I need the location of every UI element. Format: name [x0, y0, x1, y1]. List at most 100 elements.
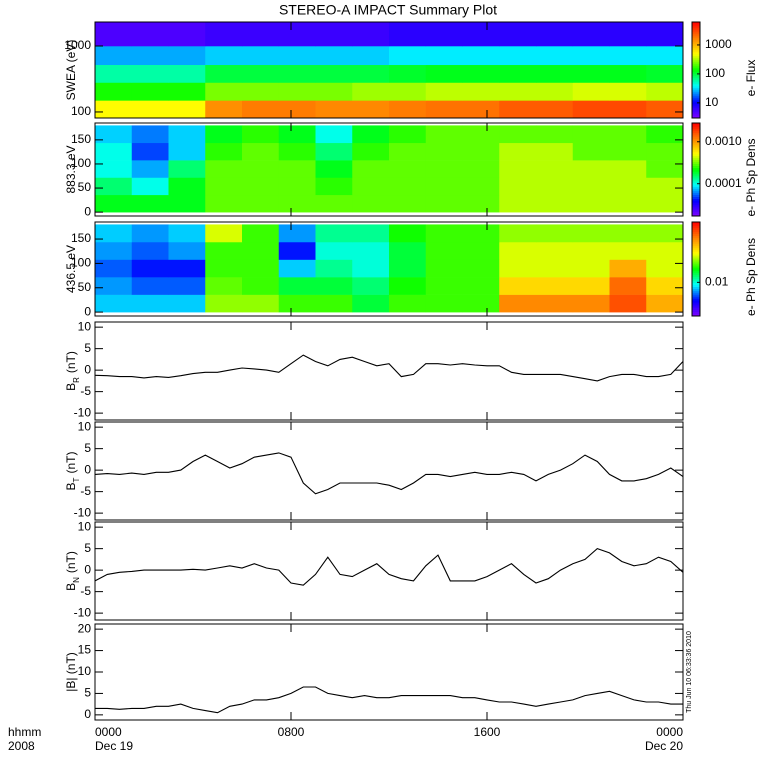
colorbar-swatch — [692, 247, 700, 250]
heatmap-cell — [536, 177, 574, 196]
heatmap-cell — [572, 177, 610, 196]
heatmap-cell — [536, 277, 574, 295]
colorbar-swatch — [692, 204, 700, 207]
colorbar-swatch — [692, 302, 700, 305]
heatmap-cell — [315, 277, 353, 295]
heatmap-cell — [389, 82, 427, 101]
colorbar-swatch — [692, 32, 700, 35]
colorbar-swatch — [692, 68, 700, 71]
panel-frame — [94, 421, 684, 521]
heatmap-cell — [205, 22, 243, 47]
colorbar-swatch — [692, 169, 700, 172]
y-axis-label-main: SWEA (eV) — [64, 40, 78, 101]
heatmap-cell — [572, 194, 610, 213]
colorbar-swatch — [692, 152, 700, 155]
y-tick-label: 5 — [84, 686, 91, 700]
colorbar-swatch — [692, 222, 700, 225]
heatmap-cell — [315, 241, 353, 260]
y-tick-label: -10 — [74, 405, 92, 419]
heatmap-cell — [352, 259, 390, 278]
heatmap-cell — [646, 177, 684, 196]
heatmap-cell — [205, 142, 243, 161]
heatmap-cell — [425, 160, 463, 178]
heatmap-cell — [278, 100, 316, 119]
colorbar-swatch — [692, 38, 700, 41]
colorbar-swatch — [692, 314, 700, 317]
colorbar-swatch — [692, 36, 700, 39]
date-label: Dec 20 — [645, 739, 683, 753]
heatmap-cell — [536, 22, 574, 47]
heatmap-cell — [315, 22, 353, 47]
y-axis-label: BR (nT) — [64, 351, 80, 391]
y-tick-label: 10 — [78, 419, 92, 433]
heatmap-cell — [646, 259, 684, 278]
heatmap-cell — [389, 294, 427, 313]
colorbar-swatch — [692, 48, 700, 51]
colorbar-swatch — [692, 288, 700, 291]
heatmap-cell — [168, 82, 206, 101]
colorbar-swatch — [692, 114, 700, 117]
heatmap-cell — [95, 160, 133, 178]
heatmap-cell — [95, 194, 133, 213]
heatmap-cell — [352, 100, 390, 119]
y-axis-label-main: B — [64, 482, 78, 490]
colorbar-swatch — [692, 198, 700, 201]
y-tick-label: 100 — [71, 256, 91, 270]
heatmap-cell — [242, 64, 280, 83]
y-axis-label-unit: (nT) — [64, 351, 78, 373]
colorbar-swatch — [692, 157, 700, 161]
heatmap-cell — [425, 100, 463, 119]
colorbar-swatch — [692, 186, 700, 190]
heatmap-cell — [95, 294, 133, 313]
heatmap-cell — [352, 125, 390, 144]
y-axis-label-main: B — [64, 583, 78, 591]
y-axis-label-main: 883.3 eV — [64, 145, 78, 193]
colorbar-swatch — [692, 241, 700, 244]
heatmap-cell — [536, 160, 574, 178]
colorbar-swatch — [692, 124, 700, 128]
colorbar-swatch — [692, 300, 700, 303]
heatmap-cell — [499, 82, 537, 101]
x-tick-label: 0800 — [278, 725, 305, 739]
heatmap-cell — [609, 294, 647, 313]
heatmap-cell — [242, 224, 280, 243]
colorbar-swatch — [692, 233, 700, 237]
heatmap-cell — [609, 241, 647, 260]
colorbar-swatch — [692, 185, 700, 188]
colorbar-swatch — [692, 28, 700, 31]
colorbar-swatch — [692, 227, 700, 231]
colorbar-swatch — [692, 306, 700, 309]
heatmap-cell — [242, 294, 280, 313]
colorbar-swatch — [692, 208, 700, 211]
heatmap-cell — [131, 177, 169, 196]
colorbar-swatch — [692, 267, 700, 270]
heatmap-cell — [278, 294, 316, 313]
y-axis-label-unit: (nT) — [64, 551, 78, 573]
colorbar-swatch — [692, 104, 700, 107]
colorbar-swatch — [692, 212, 700, 215]
heatmap-cell — [131, 294, 169, 313]
colorbar-tick-label: 0.0001 — [705, 176, 742, 190]
heatmap-cell — [389, 125, 427, 144]
heatmap-cell — [315, 224, 353, 243]
colorbar-swatch — [692, 128, 700, 132]
y-tick-label: 20 — [78, 621, 92, 635]
heatmap-cell — [95, 224, 133, 243]
heatmap-cell — [131, 259, 169, 278]
colorbar-swatch — [692, 263, 700, 266]
colorbar-swatch — [692, 126, 700, 130]
y-tick-label: 5 — [84, 541, 91, 555]
colorbar-swatch — [692, 56, 700, 59]
heatmap-cell — [352, 45, 390, 66]
heatmap-cell — [242, 277, 280, 295]
heatmap-cell — [168, 294, 206, 313]
heatmap-cell — [536, 45, 574, 66]
heatmap-cell — [646, 125, 684, 144]
y-axis-label: BT (nT) — [64, 452, 80, 491]
heatmap-cell — [352, 177, 390, 196]
colorbar-swatch — [692, 94, 700, 97]
y-tick-label: 150 — [71, 231, 91, 245]
heatmap-cell — [278, 259, 316, 278]
colorbar-swatch — [692, 296, 700, 299]
